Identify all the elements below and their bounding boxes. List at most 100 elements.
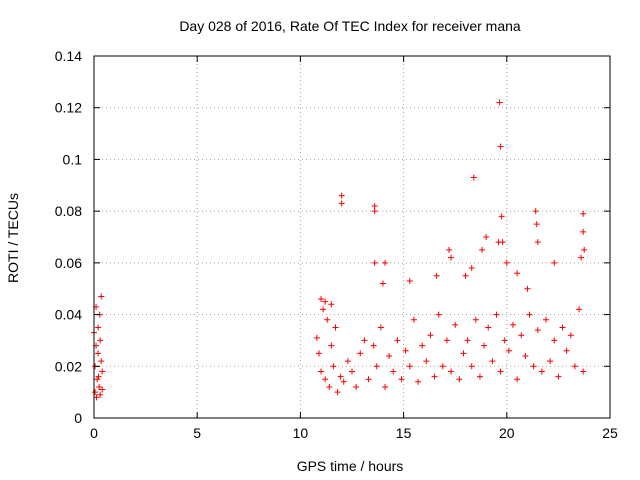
data-point <box>99 386 106 393</box>
x-tick-label: 0 <box>90 425 98 441</box>
data-point <box>501 337 508 344</box>
x-tick-label: 10 <box>293 425 309 441</box>
data-point <box>514 270 521 277</box>
x-tick-label: 20 <box>499 425 515 441</box>
data-point <box>524 285 531 292</box>
data-point <box>340 378 347 385</box>
data-point <box>97 391 104 398</box>
data-point <box>448 254 455 261</box>
data-point <box>576 306 583 313</box>
data-point <box>470 174 477 181</box>
data-point <box>334 389 341 396</box>
data-point <box>505 347 512 354</box>
data-point <box>547 358 554 365</box>
x-tick-label: 5 <box>193 425 201 441</box>
data-point <box>532 208 539 215</box>
data-point <box>433 272 440 279</box>
data-point <box>443 337 450 344</box>
data-point <box>567 332 574 339</box>
data-point <box>402 347 409 354</box>
data-point <box>538 368 545 375</box>
data-point <box>98 358 105 365</box>
y-tick-label: 0.14 <box>55 48 82 64</box>
x-tick-label: 15 <box>396 425 412 441</box>
data-point <box>551 337 558 344</box>
data-point <box>313 334 320 341</box>
x-tick-label: 25 <box>602 425 618 441</box>
data-point <box>92 389 99 396</box>
data-point <box>419 342 426 349</box>
data-point <box>328 301 335 308</box>
data-point <box>371 259 378 266</box>
data-point <box>406 277 413 284</box>
y-tick-label: 0.02 <box>55 358 82 374</box>
data-point <box>361 337 368 344</box>
data-point <box>468 363 475 370</box>
data-point <box>503 259 510 266</box>
data-point <box>456 376 463 383</box>
data-point <box>96 383 103 390</box>
grid-lines <box>94 56 610 418</box>
data-point <box>555 373 562 380</box>
data-point <box>377 324 384 331</box>
data-point <box>315 350 322 357</box>
data-point <box>476 373 483 380</box>
data-point <box>462 272 469 279</box>
data-point <box>423 358 430 365</box>
data-point <box>499 239 506 246</box>
data-point <box>464 337 471 344</box>
data-point <box>318 368 325 375</box>
data-point <box>530 363 537 370</box>
data-point <box>379 280 386 287</box>
data-point <box>357 350 364 357</box>
data-point <box>483 234 490 240</box>
data-point <box>534 239 541 246</box>
data-point <box>522 352 529 359</box>
data-point <box>318 296 325 303</box>
data-point <box>543 316 550 323</box>
y-tick-label: 0.04 <box>55 307 82 323</box>
data-point <box>344 358 351 365</box>
data-point <box>373 363 380 370</box>
data-point <box>415 378 422 385</box>
axis-ticks <box>93 55 611 419</box>
data-point <box>371 202 378 209</box>
data-point <box>485 324 492 331</box>
data-point <box>580 210 587 217</box>
data-point <box>95 350 102 357</box>
x-axis-label: GPS time / hours <box>297 458 404 474</box>
data-point <box>97 337 104 344</box>
data-point <box>468 265 475 272</box>
data-point <box>386 352 393 359</box>
data-points <box>91 99 588 401</box>
data-point <box>95 373 102 380</box>
data-point <box>427 332 434 339</box>
data-point <box>452 321 459 328</box>
data-point <box>472 316 479 323</box>
data-point <box>489 358 496 365</box>
data-point <box>448 368 455 375</box>
data-point <box>563 347 570 354</box>
data-point <box>534 327 541 334</box>
data-point <box>509 321 516 328</box>
data-point <box>571 363 578 370</box>
y-tick-label: 0.12 <box>55 100 82 116</box>
data-point <box>460 350 467 357</box>
data-point <box>479 246 486 253</box>
data-point <box>496 99 503 106</box>
data-point <box>382 383 389 390</box>
data-point <box>435 311 442 318</box>
y-tick-label: 0.1 <box>63 151 83 167</box>
data-point <box>533 221 540 228</box>
data-point <box>324 316 331 323</box>
data-point <box>338 192 345 199</box>
x-tick-labels: 0 5 10 15 20 25 <box>90 425 618 441</box>
data-point <box>518 332 525 339</box>
data-point <box>580 228 587 235</box>
data-point <box>497 143 504 150</box>
plot-frame <box>93 55 611 419</box>
data-point <box>398 376 405 383</box>
data-point <box>349 368 355 375</box>
data-point <box>328 342 335 349</box>
